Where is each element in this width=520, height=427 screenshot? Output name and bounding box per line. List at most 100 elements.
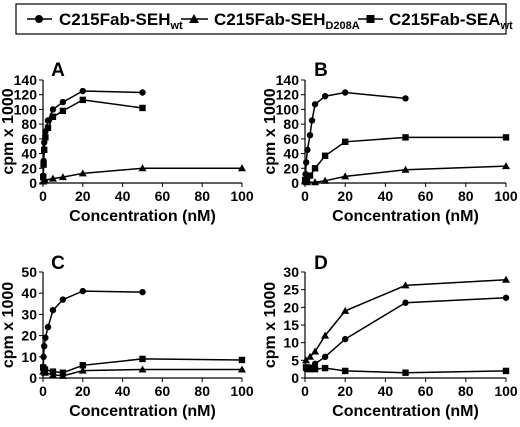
panel-c: 0 10 20 30 40 50 0 20 40 60 80 100 Concentration (nM…	[0, 253, 254, 420]
x-tick-label: 80	[458, 188, 474, 204]
data-point	[402, 134, 409, 141]
y-tick-label: 0	[29, 175, 37, 191]
x-tick-label: 80	[458, 383, 474, 399]
y-tick-label: 20	[21, 328, 37, 344]
data-point	[311, 360, 319, 368]
x-tick-label: 20	[75, 188, 91, 204]
y-tick-label: 140	[14, 72, 38, 88]
data-point	[79, 287, 87, 295]
series-square	[302, 134, 510, 185]
legend-item-square: C215Fab-SEAwt	[358, 10, 513, 32]
data-point	[311, 178, 320, 186]
x-tick-label: 0	[301, 383, 309, 399]
panel-label: C	[51, 253, 65, 274]
y-tick-label: 15	[283, 317, 299, 333]
data-point	[238, 164, 246, 172]
data-point	[321, 353, 329, 360]
x-tick-label: 40	[378, 383, 394, 399]
data-point	[138, 365, 147, 373]
data-point	[59, 296, 67, 303]
legend-triangle-marker	[189, 14, 199, 23]
legend-label-1: C215Fab-SEHwt	[59, 10, 183, 32]
data-point	[321, 364, 329, 372]
data-point	[502, 162, 510, 170]
data-point	[304, 146, 311, 154]
data-point	[502, 294, 510, 301]
data-point	[321, 331, 330, 339]
y-tick-label: 60	[21, 131, 37, 147]
series-circle	[302, 89, 409, 178]
data-point	[59, 98, 67, 106]
y-tick-label: 0	[291, 370, 299, 386]
data-point	[79, 96, 86, 104]
data-point	[502, 275, 510, 283]
data-point	[40, 146, 48, 154]
data-point	[342, 367, 349, 375]
series-square	[39, 355, 246, 376]
y-tick-label: 50	[21, 264, 37, 280]
y-axis-label: cpm x 1000	[0, 282, 17, 368]
series-line	[42, 290, 143, 370]
x-tick-label: 100	[230, 188, 254, 204]
y-tick-label: 0	[291, 175, 299, 191]
y-tick-label: 20	[21, 160, 37, 176]
x-tick-label: 60	[155, 383, 171, 399]
panel-label: D	[314, 253, 328, 274]
y-tick-label: 20	[283, 299, 299, 315]
data-point	[303, 178, 311, 185]
legend-item-triangle: C215Fab-SEHD208A	[181, 10, 360, 32]
y-tick-label: 10	[21, 349, 37, 365]
series-square	[39, 96, 146, 181]
data-point	[139, 104, 146, 112]
panel-label: A	[51, 60, 65, 81]
data-point	[311, 101, 319, 108]
x-tick-label: 40	[115, 383, 131, 399]
x-tick-label: 80	[194, 188, 210, 204]
data-point	[321, 152, 329, 159]
x-tick-label: 20	[337, 383, 353, 399]
data-point	[49, 106, 57, 113]
data-point	[40, 343, 48, 350]
data-point	[306, 172, 314, 179]
data-point	[78, 169, 87, 177]
y-tick-label: 0	[29, 370, 37, 386]
data-point	[59, 107, 67, 115]
data-point	[341, 172, 350, 180]
data-point	[342, 335, 349, 343]
series-triangle	[301, 162, 510, 186]
series-line	[42, 90, 143, 176]
legend-label-2: C215Fab-SEHD208A	[214, 10, 360, 32]
x-axis-label: Concentration (nM)	[69, 403, 216, 420]
y-tick-label: 25	[283, 282, 299, 298]
data-point	[58, 173, 67, 181]
data-point	[306, 352, 315, 360]
y-tick-label: 40	[21, 285, 37, 301]
data-point	[44, 117, 52, 124]
data-point	[401, 165, 410, 173]
y-tick-label: 120	[14, 87, 38, 103]
data-point	[308, 117, 316, 124]
series-circle	[39, 287, 146, 373]
data-point	[341, 306, 350, 314]
data-point	[40, 161, 47, 168]
legend: C215Fab-SEHwt C215Fab-SEHD208A C215Fab-S…	[15, 3, 513, 35]
data-point	[342, 89, 349, 96]
y-tick-label: 100	[276, 101, 300, 117]
x-tick-label: 20	[75, 383, 91, 399]
x-tick-label: 0	[301, 188, 309, 204]
y-tick-label: 30	[21, 306, 37, 322]
data-point	[41, 366, 49, 373]
data-point	[138, 164, 147, 172]
data-point	[139, 355, 146, 363]
x-axis-label: Concentration (nM)	[332, 403, 479, 420]
data-point	[44, 124, 52, 132]
data-point	[42, 334, 49, 341]
data-point	[502, 134, 510, 141]
y-tick-label: 5	[291, 352, 299, 368]
x-tick-label: 40	[115, 188, 131, 204]
series-triangle	[302, 275, 510, 364]
